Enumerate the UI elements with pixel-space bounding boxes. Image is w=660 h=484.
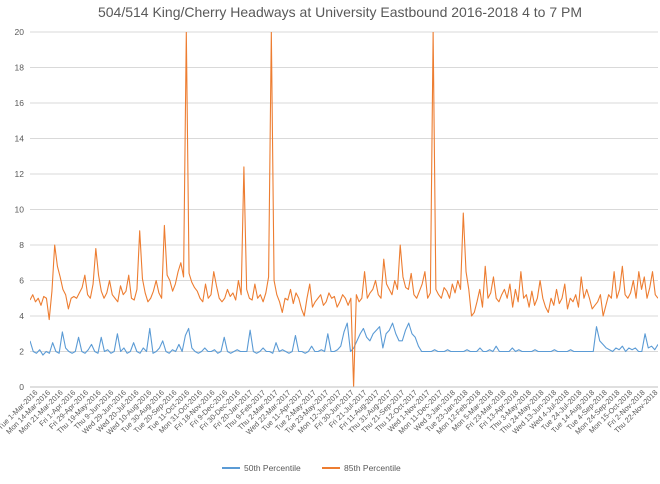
chart-title: 504/514 King/Cherry Headways at Universi… (98, 4, 582, 20)
legend-label-50th: 50th Percentile (244, 463, 301, 473)
legend: 50th Percentile 85th Percentile (222, 463, 401, 473)
y-tick-label: 10 (15, 205, 25, 215)
series-line-85th-percentile (30, 32, 658, 388)
y-tick-label: 12 (15, 169, 25, 179)
y-axis-ticks: 0 2 4 6 8 10 12 14 16 18 20 (15, 27, 25, 392)
y-tick-label: 0 (19, 382, 24, 392)
y-tick-label: 20 (15, 27, 25, 37)
series-line-50th-percentile (30, 322, 658, 356)
series-lines (30, 32, 658, 388)
gridlines (30, 31, 658, 352)
legend-label-85th: 85th Percentile (344, 463, 401, 473)
y-tick-label: 16 (15, 98, 25, 108)
y-tick-label: 18 (15, 63, 25, 73)
y-tick-label: 6 (19, 276, 24, 286)
y-tick-label: 4 (19, 311, 24, 321)
y-tick-label: 14 (15, 134, 25, 144)
y-tick-label: 8 (19, 240, 24, 250)
y-tick-label: 2 (19, 347, 24, 357)
